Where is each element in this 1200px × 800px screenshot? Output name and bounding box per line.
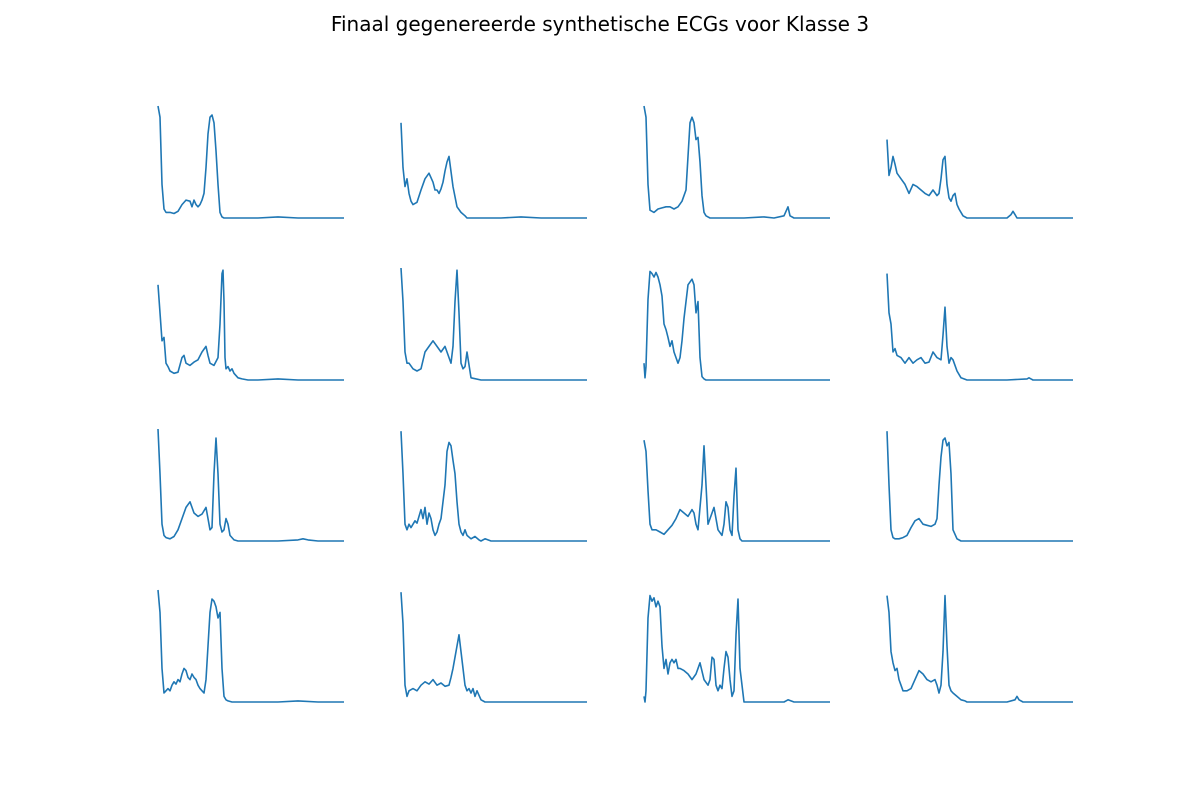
ecg-trace-line [400, 592, 587, 703]
ecg-subplot-2-4 [886, 273, 1073, 381]
ecg-trace-line [157, 269, 344, 381]
ecg-trace-line [157, 589, 344, 703]
ecg-trace-line [643, 105, 830, 219]
ecg-trace-line [643, 440, 830, 542]
ecg-subplot-4-3 [643, 594, 830, 703]
ecg-trace-line [157, 105, 344, 219]
ecg-subplot-3-2 [400, 431, 587, 542]
ecg-trace-line [643, 594, 830, 703]
ecg-trace-line [886, 594, 1073, 703]
ecg-subplot-1-3 [643, 105, 830, 219]
ecg-subplot-4-1 [157, 589, 344, 703]
ecg-subplot-4-2 [400, 592, 587, 703]
ecg-trace-line [886, 273, 1073, 381]
ecg-subplot-1-4 [886, 139, 1073, 219]
ecg-subplot-2-2 [400, 267, 587, 381]
ecg-trace-line [886, 431, 1073, 542]
ecg-trace-line [400, 267, 587, 381]
ecg-trace-line [400, 431, 587, 542]
ecg-trace-line [643, 270, 830, 381]
figure-title: Finaal gegenereerde synthetische ECGs vo… [330, 12, 870, 36]
ecg-subplot-2-1 [157, 269, 344, 381]
ecg-subplot-3-4 [886, 431, 1073, 542]
ecg-subplot-3-3 [643, 440, 830, 542]
ecg-subplot-3-1 [157, 428, 344, 542]
ecg-trace-line [886, 139, 1073, 219]
ecg-trace-line [400, 122, 587, 219]
ecg-subplot-2-3 [643, 270, 830, 381]
ecg-subplot-1-1 [157, 105, 344, 219]
ecg-trace-line [157, 428, 344, 542]
ecg-subplot-4-4 [886, 594, 1073, 703]
ecg-subplot-1-2 [400, 122, 587, 219]
